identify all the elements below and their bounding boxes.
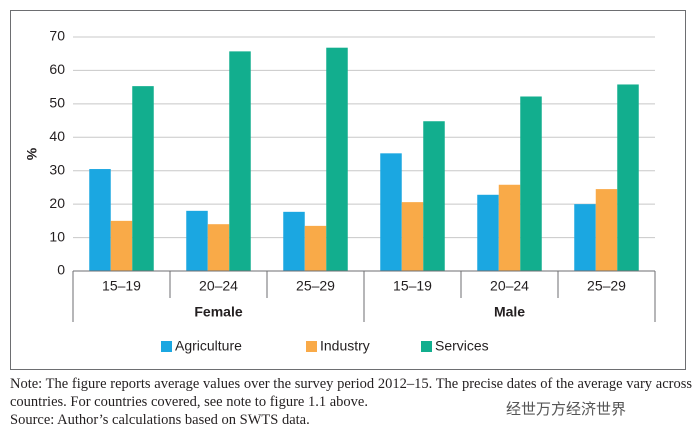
group-label: Female (194, 304, 242, 320)
legend-label: Agriculture (175, 338, 242, 354)
notes: Note: The figure reports average values … (10, 375, 692, 429)
bar (380, 153, 402, 271)
bar (498, 184, 521, 271)
y-tick-label: 10 (49, 228, 65, 244)
x-tick-label: 15–19 (393, 278, 432, 294)
chart-frame (10, 10, 686, 370)
bar (617, 84, 639, 272)
bar (283, 211, 305, 271)
x-tick-label: 25–29 (296, 278, 335, 294)
bar (229, 51, 251, 272)
watermark: 经世万方经济世界 (506, 401, 627, 418)
x-tick-label: 20–24 (490, 278, 529, 294)
bar (207, 224, 230, 271)
y-tick-label: 0 (57, 262, 65, 278)
y-tick-label: 50 (49, 95, 65, 111)
legend-label: Industry (320, 338, 370, 354)
bar (520, 96, 542, 271)
y-axis-label: % (24, 147, 40, 160)
note: Note: The figure reports average values … (10, 376, 692, 410)
x-tick-label: 25–29 (587, 278, 626, 294)
chart: % 0 10 20 30 40 50 60 70 Female Male 15–19 20–24 25–… (10, 10, 686, 370)
bar (304, 225, 327, 271)
bar (89, 169, 111, 271)
source: Source: Author’s calculations based on S… (10, 412, 310, 428)
x-tick-label: 20–24 (199, 278, 238, 294)
bar (401, 202, 424, 271)
bar (326, 47, 348, 271)
legend-swatch (306, 341, 317, 352)
bar (477, 194, 499, 271)
group-label: Male (494, 304, 525, 320)
y-tick-label: 70 (49, 28, 65, 44)
bar (186, 210, 208, 271)
legend-swatch (421, 341, 432, 352)
bar (132, 86, 154, 271)
bar (423, 121, 445, 272)
y-tick-label: 20 (49, 195, 65, 211)
y-tick-label: 40 (49, 128, 65, 144)
legend-swatch (161, 341, 172, 352)
y-tick-label: 60 (49, 61, 65, 77)
bar (110, 220, 133, 271)
bar (574, 204, 596, 271)
bar (595, 189, 618, 271)
y-tick-label: 30 (49, 161, 65, 177)
x-tick-label: 15–19 (102, 278, 141, 294)
legend-label: Services (435, 338, 489, 354)
